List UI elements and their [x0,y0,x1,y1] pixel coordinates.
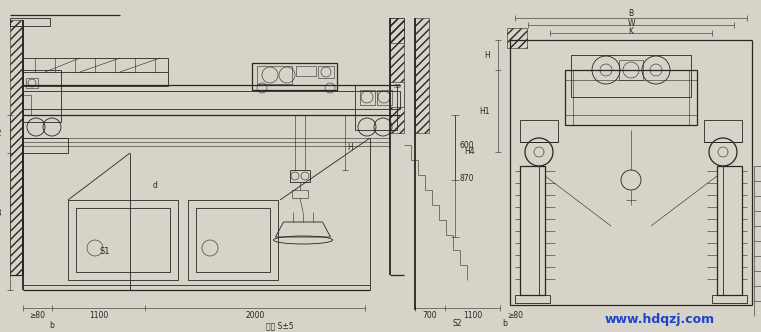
Text: 1100: 1100 [463,311,482,320]
Bar [355,85,397,130]
Bar [520,166,545,295]
Bar [10,18,50,26]
Text: H: H [347,143,353,152]
Text: K: K [629,27,633,36]
Bar [390,82,404,107]
Bar [68,200,178,280]
Text: H2: H2 [0,129,2,138]
Bar [23,95,31,115]
Text: 870: 870 [460,174,474,183]
Text: ≥80: ≥80 [507,311,523,320]
Bar [390,18,404,133]
Bar [76,208,170,272]
Bar [196,208,270,272]
Text: 1100: 1100 [89,311,108,320]
Bar [188,200,278,280]
Text: 600: 600 [460,140,474,149]
Text: H1: H1 [479,107,490,116]
Text: 30: 30 [393,85,401,90]
Bar [318,66,334,78]
Bar [23,138,68,153]
Text: B: B [629,9,634,18]
Text: 700: 700 [422,311,438,320]
Bar [257,66,292,84]
Bar [619,60,643,80]
Bar [296,66,316,76]
Bar [23,58,168,86]
Text: H4: H4 [465,147,476,156]
Bar [507,28,527,48]
Bar [704,120,742,142]
Bar [290,170,310,182]
Bar [520,120,558,142]
Bar [390,18,404,43]
Text: b: b [49,321,55,330]
Text: 图示 S±5: 图示 S±5 [266,321,294,330]
Bar [23,70,61,122]
Bar [712,295,747,303]
Bar [26,78,38,88]
Text: 2000: 2000 [245,311,265,320]
Text: www.hdqzj.com: www.hdqzj.com [605,313,715,326]
Bar [252,63,337,90]
Bar [10,20,23,275]
Text: H: H [484,50,490,59]
Text: b: b [502,319,508,328]
Text: S2: S2 [453,319,462,328]
Text: S1: S1 [100,247,110,257]
Text: ≥80: ≥80 [30,311,46,320]
Bar [377,90,392,105]
Bar [565,70,697,125]
Bar [717,166,742,295]
Bar [292,190,308,198]
Bar [415,18,429,133]
Text: H3: H3 [0,209,2,218]
Text: d: d [152,181,158,190]
Bar [571,55,691,97]
Bar [515,295,550,303]
Bar [360,90,375,105]
Text: W: W [627,19,635,28]
